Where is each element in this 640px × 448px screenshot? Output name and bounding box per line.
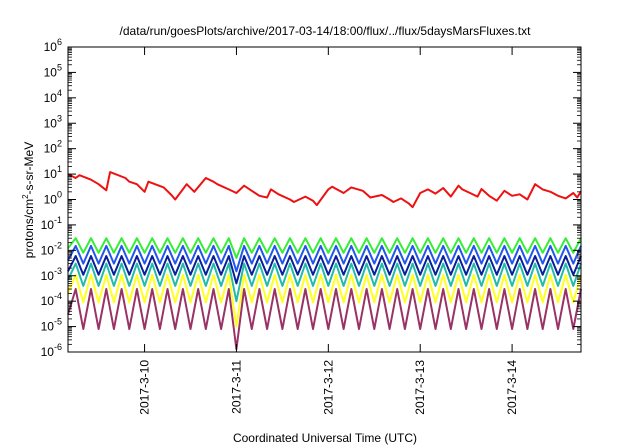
y-tick-exp: -1 <box>54 215 62 225</box>
y-tick-base: 10 <box>44 65 58 79</box>
y-tick-label: 10-3 <box>41 266 62 283</box>
series-line-4 <box>67 255 582 285</box>
y-axis-label-before: protons/cm <box>22 199 36 258</box>
series-line-3 <box>67 244 582 273</box>
y-tick-base: 10 <box>44 40 58 54</box>
y-axis-label: protons/cm2-s-sr-MeV <box>21 142 36 258</box>
y-tick-base: 10 <box>41 243 55 257</box>
y-tick-label: 106 <box>44 37 62 54</box>
y-tick-exp: 1 <box>57 164 62 174</box>
y-tick-label: 102 <box>44 139 62 156</box>
y-tick-exp: -2 <box>54 240 62 250</box>
y-tick-label: 105 <box>44 62 62 79</box>
y-tick-base: 10 <box>41 345 55 359</box>
series-line-7 <box>67 288 582 351</box>
y-tick-label: 10-1 <box>41 215 62 232</box>
y-tick-label: 10-4 <box>41 291 62 308</box>
y-tick-label: 104 <box>44 88 62 105</box>
y-tick-exp: 2 <box>57 139 62 149</box>
x-axis-label: Coordinated Universal Time (UTC) <box>233 431 417 445</box>
y-axis-ticks: 10-610-510-410-310-210-11001011021031041… <box>41 37 581 359</box>
chart-title: /data/run/goesPlots/archive/2017-03-14/1… <box>120 24 532 38</box>
y-tick-exp: 5 <box>57 62 62 72</box>
y-tick-base: 10 <box>41 320 55 334</box>
x-tick-label: 2017-3-14 <box>505 360 519 415</box>
y-tick-exp: -3 <box>54 266 62 276</box>
y-tick-base: 10 <box>41 218 55 232</box>
x-tick-label: 2017-3-13 <box>413 360 427 415</box>
y-axis-label-sup: 2 <box>21 194 30 199</box>
series-line-6 <box>67 273 582 328</box>
series-line-5 <box>67 262 582 303</box>
plot-area <box>67 46 582 353</box>
y-tick-label: 10-5 <box>41 317 62 334</box>
y-tick-exp: 6 <box>57 37 62 47</box>
y-tick-base: 10 <box>44 91 58 105</box>
y-tick-base: 10 <box>44 167 58 181</box>
series-lines <box>67 171 582 351</box>
y-tick-exp: -4 <box>54 291 62 301</box>
y-tick-label: 10-2 <box>41 240 62 257</box>
x-axis-ticks: 2017-3-10 2017-3-11 2017-3-12 2017-3-13 2017… <box>138 47 519 415</box>
y-tick-exp: -5 <box>54 317 62 327</box>
y-tick-exp: 3 <box>57 113 62 123</box>
x-tick-label: 2017-3-10 <box>138 360 152 415</box>
y-tick-base: 10 <box>44 116 58 130</box>
series-line-2 <box>67 237 582 259</box>
y-tick-label: 100 <box>44 190 62 207</box>
y-tick-exp: 4 <box>57 88 62 98</box>
y-tick-exp: 0 <box>57 190 62 200</box>
y-tick-base: 10 <box>44 142 58 156</box>
x-tick-label: 2017-3-12 <box>321 360 335 415</box>
y-axis-label-after: -s-sr-MeV <box>22 142 36 195</box>
x-tick-label: 2017-3-11 <box>229 360 243 414</box>
y-tick-label: 10-6 <box>41 342 62 359</box>
series-line-1 <box>67 171 582 209</box>
y-tick-label: 103 <box>44 113 62 130</box>
y-tick-base: 10 <box>41 294 55 308</box>
y-tick-base: 10 <box>41 269 55 283</box>
y-tick-label: 101 <box>44 164 62 181</box>
y-tick-exp: -6 <box>54 342 62 352</box>
y-tick-base: 10 <box>44 193 58 207</box>
